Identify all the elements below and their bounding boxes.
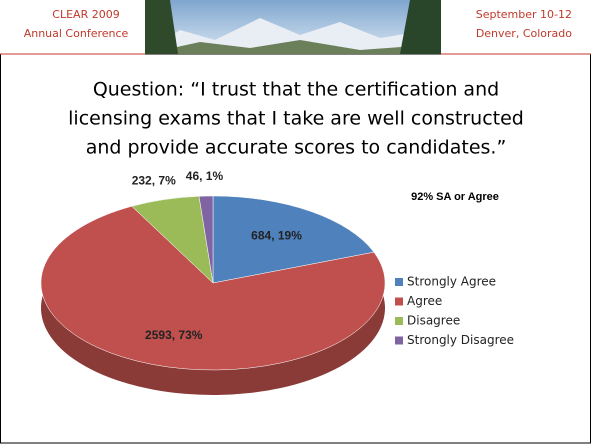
legend-label: Strongly Disagree (407, 333, 514, 347)
legend-label: Agree (407, 294, 442, 308)
legend-swatch (395, 278, 403, 286)
header-text: September 10-12 (476, 8, 572, 21)
data-label: 46, 1% (186, 169, 224, 183)
question-line: licensing exams that I take are well con… (68, 108, 524, 130)
header-image (145, 0, 441, 54)
annotation: 92% SA or Agree (411, 191, 499, 203)
data-label: 232, 7% (132, 173, 176, 187)
question-line: Question: “I trust that the certificatio… (93, 79, 499, 101)
legend-label: Disagree (407, 314, 460, 328)
legend-swatch (395, 297, 403, 306)
question-line: and provide accurate scores to candidate… (86, 137, 507, 159)
slice (198, 195, 214, 284)
data-label: 684, 19% (251, 229, 302, 243)
slice (40, 206, 386, 371)
header-text: Denver, Colorado (476, 27, 572, 40)
header-text: CLEAR 2009 (52, 8, 119, 21)
legend-swatch (395, 336, 403, 345)
legend-swatch (395, 317, 403, 325)
legend-label: Strongly Agree (407, 275, 496, 289)
slice (212, 195, 375, 284)
header-text: Annual Conference (24, 27, 129, 40)
data-label: 2593, 73% (145, 328, 203, 342)
